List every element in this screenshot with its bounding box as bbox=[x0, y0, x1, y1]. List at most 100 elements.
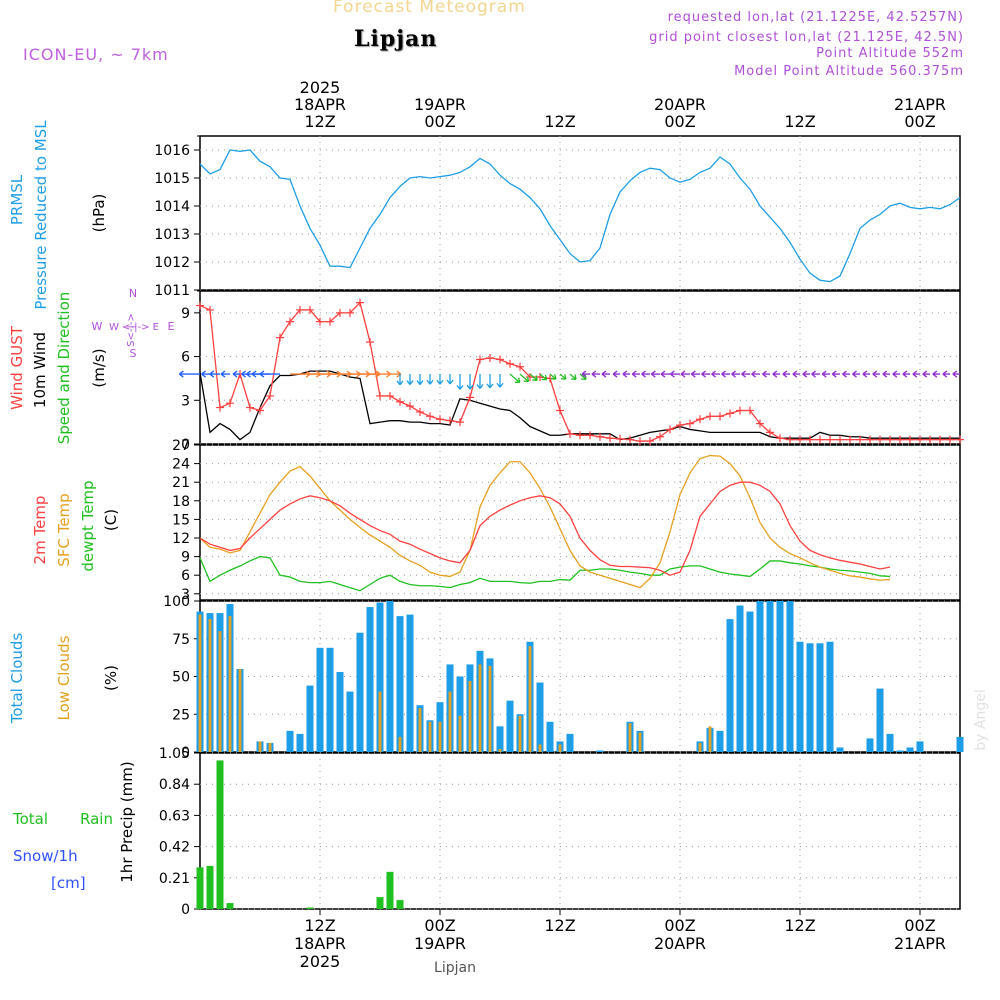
wind-direction-arrow bbox=[486, 374, 494, 389]
location-title: Lipjan bbox=[354, 26, 438, 52]
temp-2m-label: 2m Temp bbox=[31, 496, 49, 565]
wind-gust-label: Wind GUST bbox=[8, 325, 26, 410]
wind-direction-arrow bbox=[762, 370, 770, 378]
total-cloud-bar bbox=[376, 602, 384, 752]
bottom-time-label: 12Z bbox=[304, 916, 335, 935]
chart-title: Forecast Meteogram bbox=[333, 0, 526, 17]
gust-marker bbox=[506, 359, 514, 368]
y-tick-label: 1016 bbox=[154, 143, 190, 159]
gust-marker bbox=[376, 391, 384, 400]
gust-marker bbox=[826, 435, 834, 444]
bottom-time-label: 2025 bbox=[300, 952, 341, 971]
bottom-time-label: 00Z bbox=[904, 916, 935, 935]
y-tick-label: 100 bbox=[163, 594, 190, 610]
total-cloud-bar bbox=[776, 601, 784, 752]
low-cloud-bar bbox=[258, 741, 262, 752]
y-tick-label: 0 bbox=[181, 745, 190, 761]
wind-direction-arrow bbox=[601, 370, 610, 378]
low-cloud-bar bbox=[218, 631, 222, 752]
low-cloud-bar bbox=[468, 681, 472, 752]
y-tick-label: 15 bbox=[172, 512, 190, 528]
total-cloud-bar bbox=[536, 682, 544, 752]
wind-direction-arrow bbox=[892, 370, 900, 378]
gust-marker bbox=[716, 412, 724, 421]
total-cloud-bar bbox=[386, 601, 394, 752]
gust-marker bbox=[876, 435, 884, 444]
y-tick-label: 1012 bbox=[154, 255, 190, 271]
gust-marker bbox=[496, 355, 504, 364]
gust-marker bbox=[316, 317, 324, 326]
low-cloud-bar bbox=[238, 668, 242, 752]
point-altitude: Point Altitude 552m bbox=[816, 46, 964, 61]
bottom-time-label: 21APR bbox=[894, 934, 946, 953]
dewpoint-line bbox=[199, 555, 891, 592]
gust-marker bbox=[916, 435, 924, 444]
total-cloud-bar bbox=[336, 671, 344, 752]
gust-marker bbox=[706, 412, 714, 421]
rain-bar bbox=[216, 760, 224, 909]
gust-marker bbox=[426, 412, 434, 421]
pressure-unit-label: (hPa) bbox=[90, 194, 108, 233]
total-cloud-bar bbox=[746, 611, 754, 752]
total-cloud-bar bbox=[956, 736, 964, 752]
y-tick-label: 12 bbox=[172, 531, 190, 547]
total-clouds-label: Total Clouds bbox=[8, 633, 26, 725]
bottom-time-label: 20APR bbox=[654, 934, 706, 953]
wind-direction-arrow bbox=[396, 374, 404, 386]
gust-marker bbox=[286, 317, 294, 326]
total-cloud-bar bbox=[596, 750, 604, 752]
gust-marker bbox=[516, 362, 524, 371]
clouds-unit-label: (%) bbox=[102, 665, 120, 691]
gust-marker bbox=[356, 298, 364, 307]
rain-bar bbox=[206, 865, 214, 909]
low-cloud-bar bbox=[558, 744, 562, 752]
pressure-reduced-label: Pressure Reduced to MSL bbox=[32, 120, 50, 310]
gust-marker bbox=[256, 406, 264, 415]
gust-marker bbox=[646, 437, 654, 446]
low-cloud-bar bbox=[448, 691, 452, 752]
low-cloud-bar bbox=[398, 736, 402, 752]
total-cloud-bar bbox=[306, 685, 314, 752]
top-time-label: 12Z bbox=[784, 112, 815, 131]
y-tick-label: 24 bbox=[172, 457, 190, 473]
gust-marker bbox=[846, 435, 854, 444]
wind-direction-arrow bbox=[862, 370, 870, 378]
low-cloud-bar bbox=[438, 721, 442, 752]
gust-marker bbox=[436, 415, 444, 424]
compass-rose-vertical: S<-|-> bbox=[126, 313, 137, 347]
total-cloud-bar bbox=[766, 601, 774, 752]
compass-east: E bbox=[168, 320, 175, 333]
wind-direction-arrow bbox=[539, 373, 548, 381]
gust-marker bbox=[566, 429, 574, 438]
low-cloud-bar bbox=[198, 614, 202, 752]
gust-marker bbox=[226, 399, 234, 408]
total-cloud-bar bbox=[296, 733, 304, 752]
rain-bar bbox=[396, 900, 404, 909]
wind-direction-arrow bbox=[831, 370, 840, 378]
wind-direction-arrow bbox=[811, 370, 820, 378]
wind-direction-arrow bbox=[670, 370, 680, 378]
wind-direction-arrow bbox=[622, 370, 630, 378]
wind-direction-arrow bbox=[650, 370, 660, 378]
wind-direction-arrow bbox=[952, 370, 960, 378]
model-altitude: Model Point Altitude 560.375m bbox=[734, 64, 964, 79]
requested-coordinates: requested lon,lat (21.1225E, 42.5257N) bbox=[667, 10, 964, 25]
bottom-time-label: 18APR bbox=[294, 934, 346, 953]
gust-marker bbox=[556, 406, 564, 415]
low-cloud-bar bbox=[498, 748, 502, 752]
gust-marker bbox=[806, 435, 814, 444]
wind-direction-arrow bbox=[680, 370, 690, 378]
total-cloud-bar bbox=[716, 730, 724, 752]
wind-direction-arrow bbox=[259, 370, 280, 378]
wind-direction-arrow bbox=[842, 370, 850, 378]
panel-frame-temperature bbox=[199, 444, 961, 601]
wind-direction-arrow bbox=[942, 370, 950, 378]
wind-direction-arrow bbox=[922, 370, 930, 378]
total-cloud-bar bbox=[366, 607, 374, 752]
wind-direction-arrow bbox=[932, 370, 940, 378]
y-tick-label: 0.21 bbox=[159, 871, 190, 887]
wind-direction-arrow bbox=[902, 370, 910, 378]
gust-marker bbox=[206, 305, 214, 314]
gust-marker bbox=[466, 393, 474, 402]
compass-south: S bbox=[130, 347, 137, 360]
